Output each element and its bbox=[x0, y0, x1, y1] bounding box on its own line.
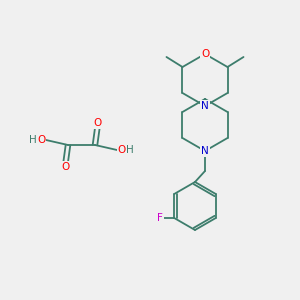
Text: F: F bbox=[157, 213, 163, 223]
Text: O: O bbox=[201, 49, 209, 59]
Text: H: H bbox=[29, 135, 37, 145]
Text: O: O bbox=[118, 145, 126, 155]
Text: N: N bbox=[201, 101, 209, 111]
Text: H: H bbox=[126, 145, 134, 155]
Text: O: O bbox=[37, 135, 45, 145]
Text: O: O bbox=[94, 118, 102, 128]
Text: O: O bbox=[61, 162, 69, 172]
Text: N: N bbox=[201, 146, 209, 156]
